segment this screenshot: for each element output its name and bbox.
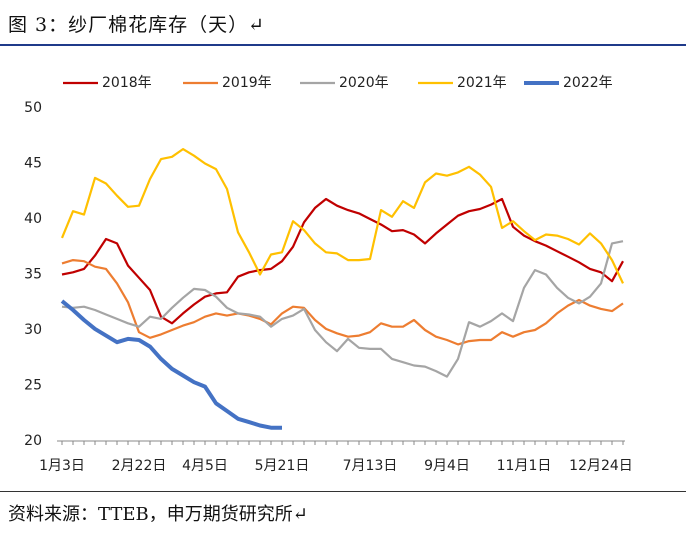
legend-label: 2021年 [457,75,507,91]
y-tick-label: 40 [24,211,42,227]
y-tick-label: 35 [24,267,42,283]
y-tick-label: 30 [24,322,42,338]
chart: 20 25 30 35 40 45 50 1月3日 2月22日 4月5日 5月21日 7月13日 9月4… [24,75,633,474]
x-tick-label: 12月24日 [569,458,633,474]
y-tick-label: 25 [24,378,42,394]
legend-label: 2018年 [102,75,152,91]
series-line [61,197,624,325]
series-line [60,299,282,430]
legend-label: 2022年 [563,75,613,91]
series-line [60,148,624,284]
y-tick-label: 50 [24,100,42,116]
y-tick-label: 45 [24,156,42,172]
x-tick-label: 9月4日 [424,458,470,474]
y-tick-label: 20 [24,433,42,449]
series-line [61,259,624,346]
source-note: 资料来源：TTEB，申万期货研究所↵ [8,504,308,525]
legend-label: 2020年 [339,75,389,91]
x-tick-label: 11月1日 [497,458,552,474]
x-tick-label: 4月5日 [182,458,228,474]
x-tick-label: 2月22日 [112,458,167,474]
x-tick-label: 5月21日 [255,458,310,474]
x-tick-label: 7月13日 [343,458,398,474]
figure-title: 图 3：纱厂棉花库存（天）↵ [8,14,266,36]
header-rule [0,44,686,46]
series-line [61,240,624,378]
legend-label: 2019年 [222,75,272,91]
footer-rule [0,491,686,492]
x-tick-label: 1月3日 [39,458,85,474]
